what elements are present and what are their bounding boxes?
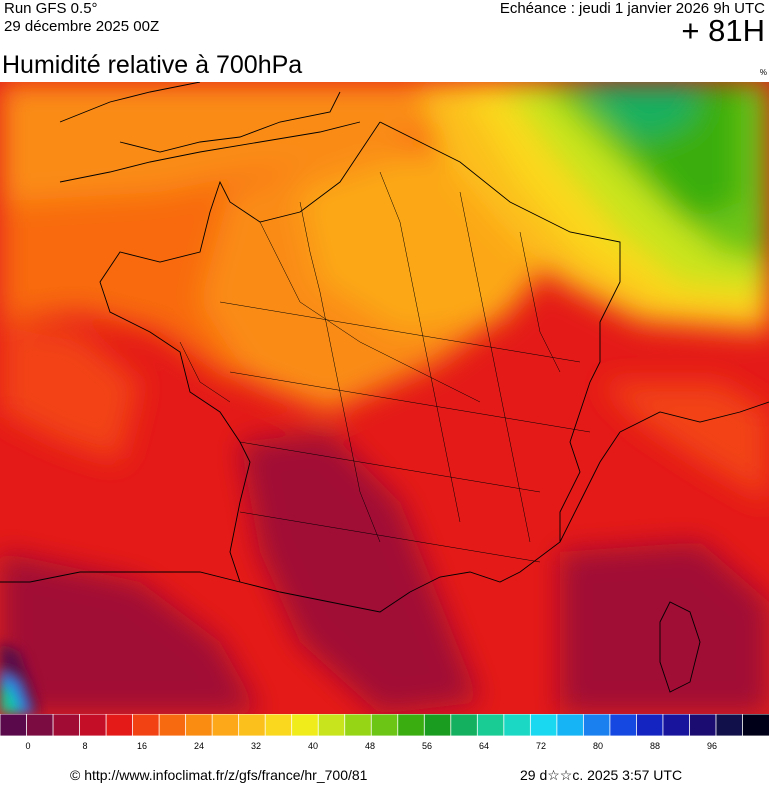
source-url: © http://www.infoclimat.fr/z/gfs/france/… (70, 767, 368, 783)
scale-tick: 24 (193, 741, 205, 751)
spain-north-coast (0, 571, 241, 583)
run-label: Run GFS 0.5° (4, 0, 98, 17)
color-scale (0, 714, 769, 737)
scale-swatch (609, 714, 638, 737)
unit-label: % (759, 68, 767, 77)
scale-tick: 32 (250, 741, 262, 751)
scale-tick: 0 (25, 741, 31, 751)
field-orange-nw-inner (0, 82, 430, 202)
scale-swatch (185, 714, 214, 737)
scale-ticks: 0 8 16 24 32 40 48 56 64 72 80 88 96 (0, 741, 769, 753)
scale-tick: 48 (364, 741, 376, 751)
scale-swatch (423, 714, 452, 737)
scale-swatch (582, 714, 611, 737)
med-coast (409, 431, 621, 593)
scale-swatch (0, 714, 28, 737)
italy-coast (619, 401, 769, 433)
scale-swatch (238, 714, 267, 737)
england-coast (59, 82, 361, 183)
east-border (379, 121, 621, 542)
field-teal (575, 82, 700, 142)
corsica (659, 601, 701, 693)
scale-swatch (317, 714, 346, 737)
scale-swatch (397, 714, 426, 737)
scale-swatch (476, 714, 505, 737)
field-darkred-east (560, 542, 769, 714)
humidity-map (0, 82, 769, 714)
scale-swatch (158, 714, 187, 737)
map-title: Humidité relative à 700hPa (2, 51, 303, 79)
forecast-time: Echéance : jeudi 1 janvier 2026 9h UTC (499, 0, 765, 17)
scale-tick: 56 (421, 741, 433, 751)
scale-swatch (529, 714, 558, 737)
scale-tick: 40 (307, 741, 319, 751)
scale-tick: 80 (592, 741, 604, 751)
scale-swatch (370, 714, 399, 737)
scale-swatch (636, 714, 664, 737)
coastline-lines (0, 82, 769, 693)
scale-swatch (556, 714, 585, 737)
pyrenees-border (239, 581, 411, 613)
scale-tick: 88 (649, 741, 661, 751)
scale-swatch (211, 714, 240, 737)
scale-swatch (105, 714, 134, 737)
scale-tick: 16 (136, 741, 148, 751)
scale-swatch (715, 714, 744, 737)
color-scale-swatches (0, 714, 769, 737)
france-north-coast (99, 121, 381, 583)
scale-swatch (79, 714, 107, 737)
run-date: 29 décembre 2025 00Z (4, 18, 160, 35)
field-darkred-center (240, 432, 480, 714)
scale-swatch (52, 714, 81, 737)
department-lines (179, 171, 591, 563)
scale-swatch (742, 714, 769, 737)
scale-swatch (662, 714, 691, 737)
scale-tick: 64 (478, 741, 490, 751)
scale-swatch (264, 714, 293, 737)
scale-swatch (450, 714, 479, 737)
scale-tick: 8 (82, 741, 88, 751)
scale-tick: 96 (706, 741, 718, 751)
field-darkred-west (0, 552, 260, 714)
field-cyan-corner (0, 682, 20, 714)
generated-time: 29 d☆☆c. 2025 3:57 UTC (520, 767, 683, 783)
scale-swatch (503, 714, 532, 737)
forecast-offset: + 81H (681, 13, 765, 48)
scale-swatch (26, 714, 54, 737)
scale-swatch (132, 714, 161, 737)
scale-swatch (291, 714, 320, 737)
scale-swatch (689, 714, 717, 737)
field-orange-southwest (0, 322, 140, 462)
scale-swatch (344, 714, 373, 737)
scale-tick: 72 (535, 741, 547, 751)
field-orange-east (600, 382, 769, 502)
